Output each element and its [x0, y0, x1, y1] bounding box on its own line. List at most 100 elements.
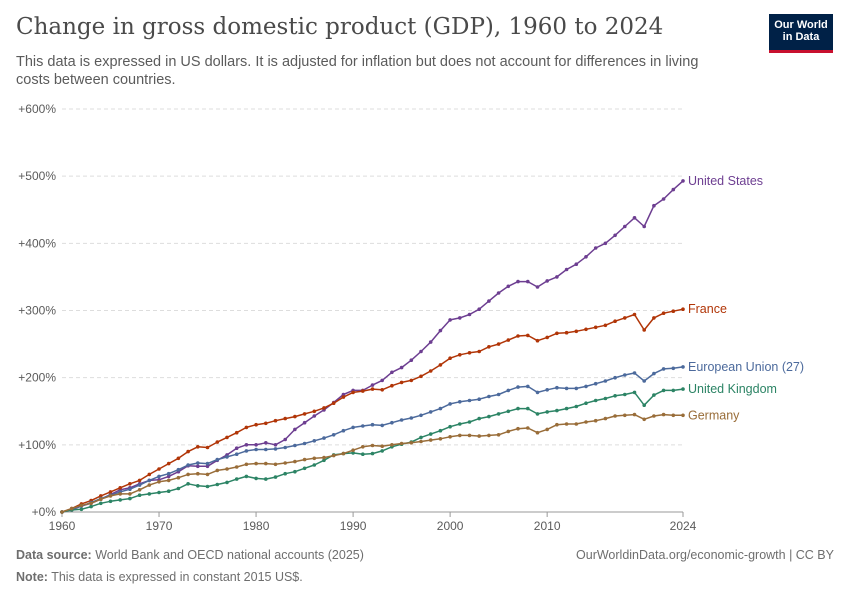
- data-point-france: [205, 445, 210, 450]
- data-point-united-kingdom: [428, 432, 433, 436]
- data-point-european-union-27: [273, 447, 278, 451]
- data-point-united-states: [555, 275, 559, 279]
- data-point-united-states: [545, 279, 549, 283]
- data-point-germany: [60, 510, 64, 514]
- data-point-european-union-27: [545, 388, 549, 392]
- data-point-european-union-27: [516, 385, 520, 389]
- data-point-france: [341, 395, 346, 399]
- data-point-germany: [390, 443, 394, 447]
- y-tick-label: +400%: [18, 236, 56, 250]
- data-point-united-kingdom: [671, 388, 676, 393]
- data-point-germany: [428, 438, 433, 442]
- data-point-united-kingdom: [535, 412, 540, 416]
- data-point-france: [196, 445, 200, 449]
- data-point-united-states: [438, 328, 443, 333]
- data-point-european-union-27: [264, 447, 268, 452]
- data-point-united-states: [264, 441, 268, 445]
- data-point-germany: [244, 462, 249, 467]
- data-point-european-union-27: [283, 445, 288, 450]
- data-point-european-union-27: [652, 371, 656, 376]
- data-point-united-states: [661, 197, 666, 201]
- data-point-france: [623, 316, 627, 320]
- chart-title: Change in gross domestic product (GDP), …: [16, 14, 664, 40]
- x-tick-label: 1960: [49, 519, 76, 533]
- data-point-germany: [506, 429, 511, 434]
- data-point-united-kingdom: [545, 410, 549, 414]
- data-point-france: [147, 472, 152, 477]
- data-point-germany: [516, 426, 520, 431]
- data-point-european-union-27: [671, 366, 676, 371]
- grid-layer: [62, 108, 683, 513]
- data-point-france: [361, 389, 365, 393]
- data-point-united-states: [234, 446, 239, 451]
- data-point-france: [312, 409, 317, 414]
- data-point-germany: [234, 465, 239, 469]
- data-point-france: [302, 412, 307, 416]
- data-point-france: [273, 418, 278, 423]
- data-point-germany: [89, 501, 93, 506]
- note-text: This data is expressed in constant 2015 …: [51, 570, 303, 584]
- owid-logo[interactable]: Our World in Data: [769, 14, 833, 53]
- data-point-united-states: [409, 358, 414, 363]
- data-point-united-kingdom: [467, 420, 472, 424]
- data-point-germany: [157, 480, 161, 484]
- data-point-france: [516, 334, 520, 338]
- series-line-united-states: [61, 180, 684, 513]
- data-point-european-union-27: [535, 390, 540, 395]
- data-point-germany: [99, 497, 103, 502]
- data-point-france: [118, 486, 122, 490]
- y-tick-label: +0%: [32, 505, 57, 519]
- data-point-european-union-27: [526, 384, 530, 389]
- data-point-united-states: [273, 443, 278, 447]
- data-point-france: [322, 406, 326, 410]
- data-point-united-kingdom: [351, 451, 355, 455]
- line-chart: +0% +100% +200% +300% +400% +500% +600% 1960 197…: [18, 102, 804, 533]
- data-point-germany: [496, 433, 501, 437]
- x-tick-label: 1990: [340, 519, 367, 533]
- data-point-germany: [623, 413, 627, 418]
- data-point-united-states: [526, 279, 530, 284]
- data-point-european-union-27: [244, 449, 249, 453]
- source-text[interactable]: World Bank and OECD national accounts (2…: [95, 548, 364, 562]
- data-point-germany: [312, 456, 317, 461]
- data-point-germany: [681, 413, 685, 418]
- data-point-germany: [574, 422, 579, 426]
- data-point-united-states: [196, 464, 200, 469]
- data-point-united-states: [506, 284, 511, 289]
- data-point-france: [215, 440, 220, 444]
- data-point-germany: [264, 461, 268, 466]
- data-point-united-states: [448, 318, 452, 322]
- data-point-united-states: [205, 464, 210, 469]
- y-tick-label: +500%: [18, 169, 56, 183]
- data-point-united-kingdom: [642, 403, 646, 408]
- data-point-germany: [176, 475, 181, 480]
- data-point-france: [642, 328, 646, 332]
- label-layer: United States France European Union (27) Un…: [688, 174, 804, 422]
- data-point-united-kingdom: [273, 475, 278, 479]
- data-point-france: [632, 312, 637, 317]
- data-point-european-union-27: [458, 400, 462, 404]
- data-point-germany: [108, 494, 113, 498]
- data-point-germany: [273, 462, 278, 467]
- data-point-france: [496, 342, 501, 346]
- data-point-germany: [118, 492, 122, 496]
- data-point-france: [409, 378, 414, 383]
- data-point-european-union-27: [390, 420, 394, 425]
- data-point-european-union-27: [254, 447, 258, 452]
- data-point-united-states: [312, 414, 317, 418]
- logo-line-1: Our World: [774, 19, 828, 31]
- data-point-france: [370, 387, 375, 391]
- data-point-united-kingdom: [99, 501, 103, 506]
- data-point-united-states: [487, 299, 491, 303]
- data-point-united-states: [467, 312, 472, 317]
- data-point-united-states: [574, 262, 579, 267]
- data-point-germany: [128, 492, 132, 496]
- data-point-european-union-27: [331, 433, 336, 437]
- data-point-european-union-27: [632, 371, 637, 375]
- footer-link[interactable]: OurWorldinData.org/economic-growth | CC …: [576, 548, 834, 562]
- data-point-european-union-27: [661, 367, 666, 371]
- x-tick-label: 2000: [437, 519, 464, 533]
- data-point-france: [166, 461, 171, 466]
- data-point-france: [283, 416, 288, 421]
- data-point-germany: [409, 441, 414, 445]
